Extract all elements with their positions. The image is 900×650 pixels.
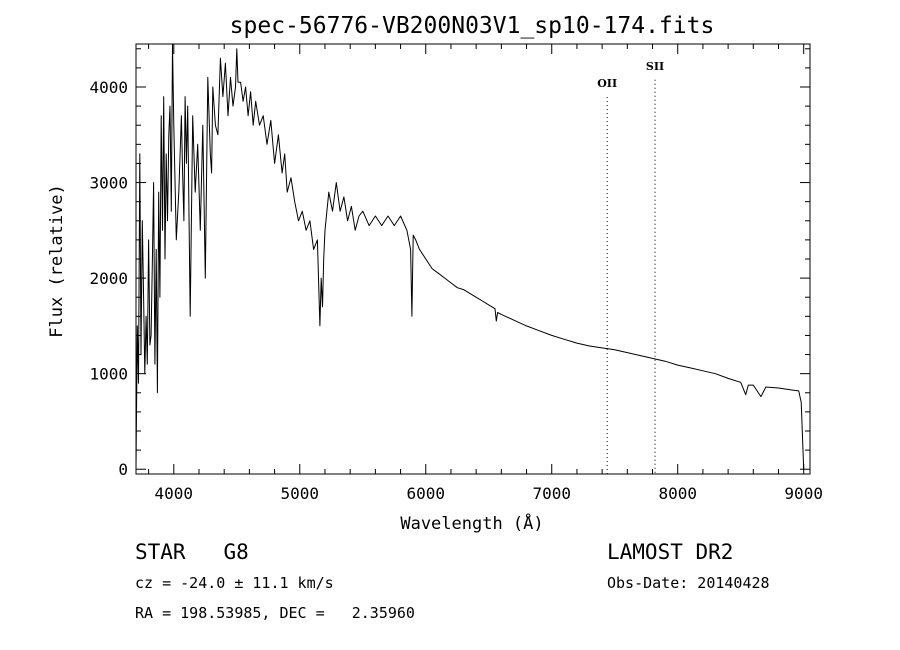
chart-title: spec-56776-VB200N03V1_sp10-174.fits bbox=[230, 13, 715, 39]
x-tick-label: 8000 bbox=[658, 484, 697, 503]
redshift-text: cz = -24.0 ± 11.1 km/s bbox=[135, 574, 334, 592]
emission-line-label: OII bbox=[597, 77, 617, 90]
coordinates-text: RA = 198.53985, DEC = 2.35960 bbox=[135, 604, 415, 622]
emission-line-label: SII bbox=[646, 60, 664, 73]
y-tick-label: 0 bbox=[118, 460, 128, 479]
x-tick-label: 5000 bbox=[281, 484, 320, 503]
y-tick-label: 2000 bbox=[89, 269, 128, 288]
x-tick-label: 4000 bbox=[155, 484, 194, 503]
x-tick-label: 6000 bbox=[406, 484, 445, 503]
y-tick-label: 3000 bbox=[89, 174, 128, 193]
y-tick-label: 4000 bbox=[89, 78, 128, 97]
x-tick-label: 7000 bbox=[532, 484, 571, 503]
plot-frame bbox=[135, 43, 811, 475]
object-class-text: STAR G8 bbox=[135, 540, 249, 564]
x-tick-label: 9000 bbox=[784, 484, 823, 503]
y-axis-label: Flux (relative) bbox=[47, 184, 67, 338]
obs-date-text: Obs-Date: 20140428 bbox=[607, 574, 770, 592]
spectrum-series-line bbox=[135, 43, 805, 470]
plot-area: 4000 5000 6000 7000 8000 9000 0 1000 2000 3000 400… bbox=[89, 43, 823, 503]
x-axis-label: Wavelength (Å) bbox=[400, 512, 543, 534]
y-tick-label: 1000 bbox=[89, 365, 128, 384]
survey-name-text: LAMOST DR2 bbox=[607, 540, 734, 564]
